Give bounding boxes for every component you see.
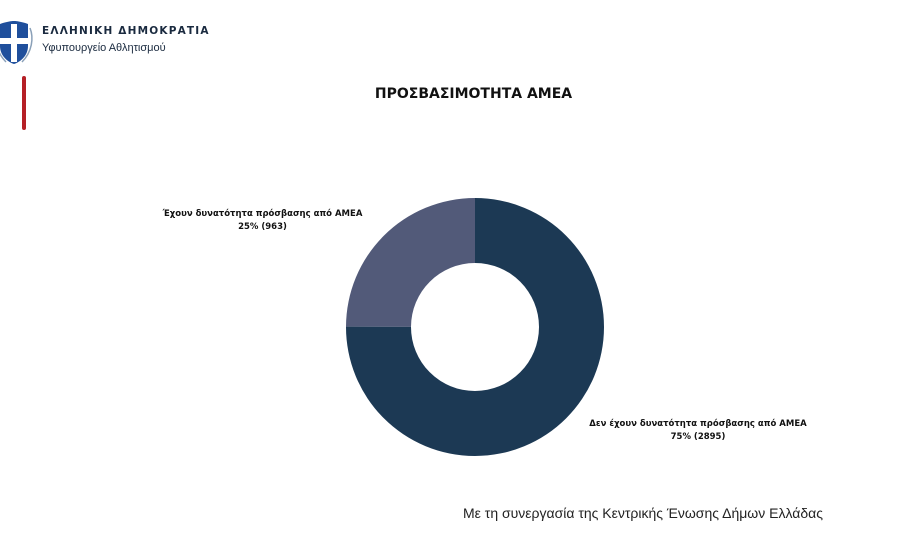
header-ministry: Υφυπουργείο Αθλητισμού [42, 42, 166, 54]
slice-label-accessible-value: 25% (963) [238, 222, 287, 232]
slice-label-not-accessible-name: Δεν έχουν δυνατότητα πρόσβασης από ΑΜΕΑ [589, 419, 807, 429]
header-country: ΕΛΛΗΝΙΚΗ ΔΗΜΟΚΡΑΤΙΑ [42, 25, 210, 37]
greek-coat-of-arms-icon [0, 21, 33, 64]
slice-label-not-accessible-value: 75% (2895) [670, 432, 726, 442]
slice-accessible [346, 198, 475, 327]
slice-not-accessible [346, 198, 604, 457]
slice-label-accessible: Έχουν δυνατότητα πρόσβασης από ΑΜΕΑ 25% … [150, 208, 375, 234]
footer-credit: Με τη συνεργασία της Κεντρικής Ένωσης Δή… [463, 505, 823, 521]
slice-label-accessible-name: Έχουν δυνατότητα πρόσβασης από ΑΜΕΑ [162, 209, 363, 219]
header: ΕΛΛΗΝΙΚΗ ΔΗΜΟΚΡΑΤΙΑ Υφυπουργείο Αθλητισμ… [0, 18, 210, 66]
chart-title: ΠΡΟΣΒΑΣΙΜΟΤΗΤΑ ΑΜΕΑ [374, 86, 573, 102]
slice-label-not-accessible: Δεν έχουν δυνατότητα πρόσβασης από ΑΜΕΑ … [578, 418, 818, 444]
accent-bar [22, 76, 26, 130]
